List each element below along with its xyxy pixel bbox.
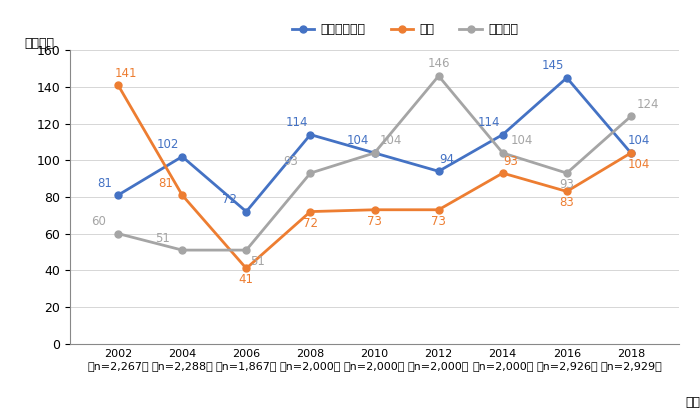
Line: バドミントン: バドミントン — [115, 74, 634, 215]
バドミントン — [626, 150, 635, 155]
Text: （万人）: （万人） — [25, 37, 55, 50]
卓球 — [306, 209, 314, 214]
卓球 — [242, 266, 251, 271]
Line: サッカー: サッカー — [115, 72, 634, 253]
Text: 81: 81 — [158, 176, 173, 189]
Text: 141: 141 — [116, 67, 138, 80]
Text: 93: 93 — [559, 178, 574, 191]
Legend: バドミントン, 卓球, サッカー: バドミントン, 卓球, サッカー — [287, 18, 523, 41]
卓球 — [563, 189, 571, 194]
Text: 51: 51 — [155, 232, 170, 245]
Line: 卓球: 卓球 — [115, 82, 634, 272]
Text: 104: 104 — [628, 158, 650, 171]
Text: 124: 124 — [636, 98, 659, 111]
サッカー — [435, 73, 443, 78]
Text: 93: 93 — [284, 155, 298, 168]
Text: 104: 104 — [346, 134, 369, 147]
Text: 60: 60 — [91, 215, 106, 228]
Text: 73: 73 — [367, 215, 382, 228]
Text: 41: 41 — [239, 274, 254, 287]
Text: 104: 104 — [511, 134, 533, 147]
Text: 93: 93 — [503, 155, 519, 168]
バドミントン — [435, 169, 443, 174]
サッカー — [626, 114, 635, 119]
Text: 51: 51 — [250, 255, 265, 268]
卓球 — [370, 207, 379, 212]
Text: （年）: （年） — [685, 396, 700, 409]
バドミントン — [178, 154, 186, 159]
卓球 — [114, 83, 122, 88]
Text: 104: 104 — [628, 134, 650, 147]
サッカー — [242, 248, 251, 253]
Text: 72: 72 — [303, 217, 318, 230]
バドミントン — [370, 150, 379, 155]
卓球 — [435, 207, 443, 212]
バドミントン — [306, 132, 314, 137]
サッカー — [498, 150, 507, 155]
Text: 72: 72 — [222, 193, 237, 206]
Text: 94: 94 — [440, 153, 454, 166]
サッカー — [563, 171, 571, 176]
Text: 114: 114 — [286, 116, 308, 129]
Text: 73: 73 — [431, 215, 446, 228]
Text: 146: 146 — [428, 57, 450, 70]
Text: 104: 104 — [380, 134, 402, 147]
Text: 114: 114 — [477, 116, 500, 129]
サッカー — [370, 150, 379, 155]
サッカー — [114, 231, 122, 236]
バドミントン — [114, 193, 122, 198]
バドミントン — [498, 132, 507, 137]
Text: 145: 145 — [542, 59, 564, 72]
卓球 — [626, 150, 635, 155]
卓球 — [498, 171, 507, 176]
バドミントン — [563, 75, 571, 80]
バドミントン — [242, 209, 251, 214]
Text: 81: 81 — [97, 176, 111, 189]
卓球 — [178, 193, 186, 198]
Text: 102: 102 — [157, 138, 179, 151]
サッカー — [306, 171, 314, 176]
サッカー — [178, 248, 186, 253]
Text: 83: 83 — [559, 197, 574, 210]
